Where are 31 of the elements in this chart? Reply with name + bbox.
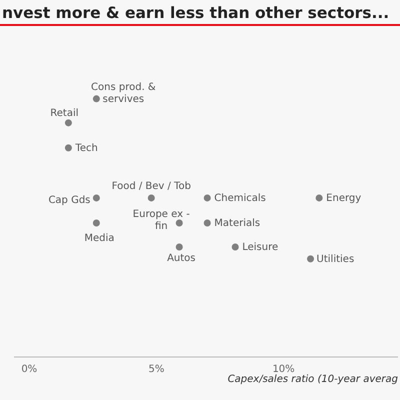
annotation: Europe ex - fin — [132, 208, 190, 232]
point — [64, 144, 72, 152]
annotation: Cons prod. & servives — [91, 82, 156, 105]
annotation: Autos — [167, 252, 196, 264]
x-tick-label: 10% — [272, 364, 295, 376]
annotation: Food / Bev / Tob — [112, 180, 191, 192]
point — [176, 244, 183, 251]
chart-title: nvest more & earn less than other sectors... — [2, 4, 390, 22]
annotation: Energy — [326, 192, 362, 204]
point — [148, 194, 155, 202]
x-axis-title: Capex/sales ratio (10-year averag — [228, 374, 398, 385]
point — [316, 194, 323, 202]
point — [232, 244, 239, 251]
point — [92, 194, 100, 202]
point — [204, 194, 211, 202]
annotation: Chemicals — [214, 192, 266, 204]
point — [64, 119, 72, 126]
x-tick-label: 5% — [148, 364, 164, 376]
annotation: Cap Gds — [48, 194, 90, 206]
point — [92, 95, 100, 102]
annotation: Media — [84, 232, 114, 244]
annotation: Tech — [74, 142, 98, 154]
annotation: Materials — [214, 218, 260, 229]
annotation: Utilities — [316, 254, 354, 265]
point — [204, 219, 211, 226]
point — [92, 219, 100, 226]
point — [176, 219, 183, 226]
annotation: Retail — [50, 108, 79, 119]
x-tick-label: 0% — [21, 364, 38, 376]
annotation: Leisure — [242, 242, 278, 253]
point — [307, 255, 314, 262]
